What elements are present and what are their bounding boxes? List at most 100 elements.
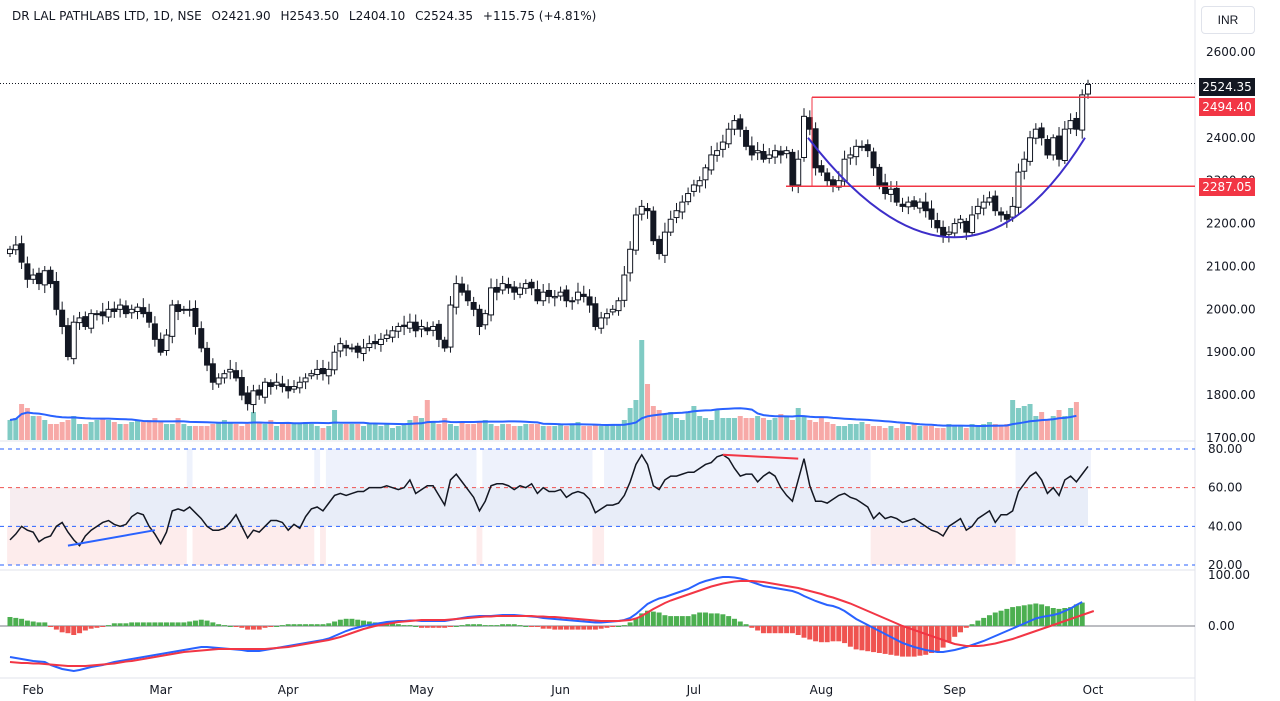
candle-up bbox=[638, 205, 645, 215]
candle-down bbox=[53, 280, 60, 310]
volume-bar bbox=[111, 422, 117, 440]
macd-histogram-bar bbox=[123, 623, 129, 626]
volume-bar bbox=[871, 426, 877, 440]
volume-bar bbox=[929, 426, 935, 440]
volume-bar bbox=[256, 422, 262, 440]
macd-histogram-bar bbox=[303, 624, 309, 626]
candle-up bbox=[250, 390, 257, 406]
macd-histogram-bar bbox=[36, 622, 42, 626]
candle-down bbox=[343, 344, 350, 349]
macd-histogram-bar bbox=[957, 626, 963, 633]
macd-histogram-bar bbox=[587, 626, 593, 630]
macd-histogram-bar bbox=[842, 626, 848, 644]
volume-bar bbox=[482, 420, 488, 440]
volume-bar bbox=[245, 424, 251, 440]
rsi-bull-divergence bbox=[67, 529, 156, 547]
macd-histogram-bar bbox=[755, 626, 761, 631]
last-price-tag: 2524.35 bbox=[1199, 78, 1255, 96]
volume-bar bbox=[911, 424, 917, 440]
rsi-zone-bull bbox=[325, 449, 477, 488]
volume-bar bbox=[900, 424, 906, 440]
candle-up bbox=[719, 141, 726, 150]
candle-down bbox=[470, 301, 477, 310]
macd-histogram-bar bbox=[192, 620, 198, 626]
volume-bar bbox=[604, 426, 610, 440]
candle-down bbox=[111, 308, 118, 312]
macd-histogram-bar bbox=[221, 625, 227, 627]
volume-bar bbox=[708, 420, 714, 440]
macd-histogram-bar bbox=[24, 620, 30, 626]
volume-bar bbox=[117, 424, 123, 440]
candle-up bbox=[41, 270, 48, 286]
time-axis-label: Apr bbox=[278, 683, 299, 697]
volume-bar bbox=[772, 418, 778, 440]
currency-button[interactable]: INR bbox=[1201, 6, 1255, 34]
macd-histogram-bar bbox=[650, 611, 656, 626]
rsi-zone-bear bbox=[592, 526, 605, 565]
candle-down bbox=[911, 200, 918, 207]
candle-up bbox=[215, 377, 222, 385]
macd-histogram-bar bbox=[181, 622, 187, 626]
volume-bar bbox=[42, 420, 48, 440]
volume-bar bbox=[650, 406, 656, 440]
macd-histogram-bar bbox=[998, 610, 1004, 626]
candle-down bbox=[441, 339, 448, 349]
volume-bar bbox=[610, 424, 616, 440]
candle-up bbox=[702, 167, 709, 181]
candle-up bbox=[134, 306, 141, 312]
candle-down bbox=[1038, 127, 1045, 139]
candle-down bbox=[505, 283, 512, 289]
candle-up bbox=[574, 291, 581, 301]
candle-up bbox=[389, 330, 396, 338]
volume-bar bbox=[691, 406, 697, 440]
macd-histogram-bar bbox=[355, 619, 361, 626]
volume-bar bbox=[337, 424, 343, 440]
candle-down bbox=[963, 220, 970, 233]
candle-up bbox=[627, 248, 634, 274]
macd-histogram-bar bbox=[337, 619, 343, 626]
macd-line bbox=[9, 576, 1083, 673]
macd-histogram-bar bbox=[279, 625, 285, 627]
candle-down bbox=[893, 187, 900, 203]
volume-bar bbox=[1033, 416, 1039, 440]
macd-histogram-bar bbox=[390, 623, 396, 626]
volume-bar bbox=[384, 424, 390, 440]
macd-histogram-bar bbox=[766, 626, 772, 634]
volume-bar bbox=[471, 424, 477, 440]
candle-down bbox=[829, 179, 836, 186]
volume-bar bbox=[569, 424, 575, 440]
macd-histogram-bar bbox=[106, 625, 112, 627]
time-axis-label: Jul bbox=[686, 683, 701, 697]
macd-histogram-bar bbox=[598, 626, 604, 629]
volume-bar bbox=[923, 426, 929, 440]
volume-bar bbox=[314, 426, 320, 440]
candle-up bbox=[772, 150, 779, 158]
macd-histogram-bar bbox=[349, 618, 355, 626]
macd-histogram-bar bbox=[517, 625, 523, 627]
rsi-zone-bear bbox=[192, 526, 315, 565]
price-axis-label: 2000.00 bbox=[1206, 302, 1256, 316]
candle-up bbox=[957, 218, 964, 224]
candle-up bbox=[7, 248, 13, 255]
macd-histogram-bar bbox=[262, 626, 268, 628]
macd-histogram-bar bbox=[117, 623, 123, 626]
candle-down bbox=[35, 272, 42, 285]
candle-up bbox=[163, 334, 170, 352]
candle-up bbox=[974, 205, 981, 215]
macd-histogram-bar bbox=[59, 626, 65, 633]
volume-bar bbox=[372, 424, 378, 440]
time-axis-label: Feb bbox=[23, 683, 44, 697]
macd-histogram-bar bbox=[604, 626, 610, 628]
volume-bar bbox=[88, 422, 94, 440]
candle-up bbox=[1009, 205, 1016, 218]
volume-bar bbox=[888, 426, 894, 440]
volume-bar bbox=[418, 418, 424, 440]
macd-histogram-bar bbox=[187, 621, 193, 626]
volume-bar bbox=[1062, 416, 1068, 440]
volume-bar bbox=[187, 426, 193, 440]
volume-bar bbox=[992, 424, 998, 440]
macd-histogram-bar bbox=[645, 610, 651, 626]
candle-up bbox=[366, 343, 373, 349]
candle-down bbox=[992, 195, 999, 212]
